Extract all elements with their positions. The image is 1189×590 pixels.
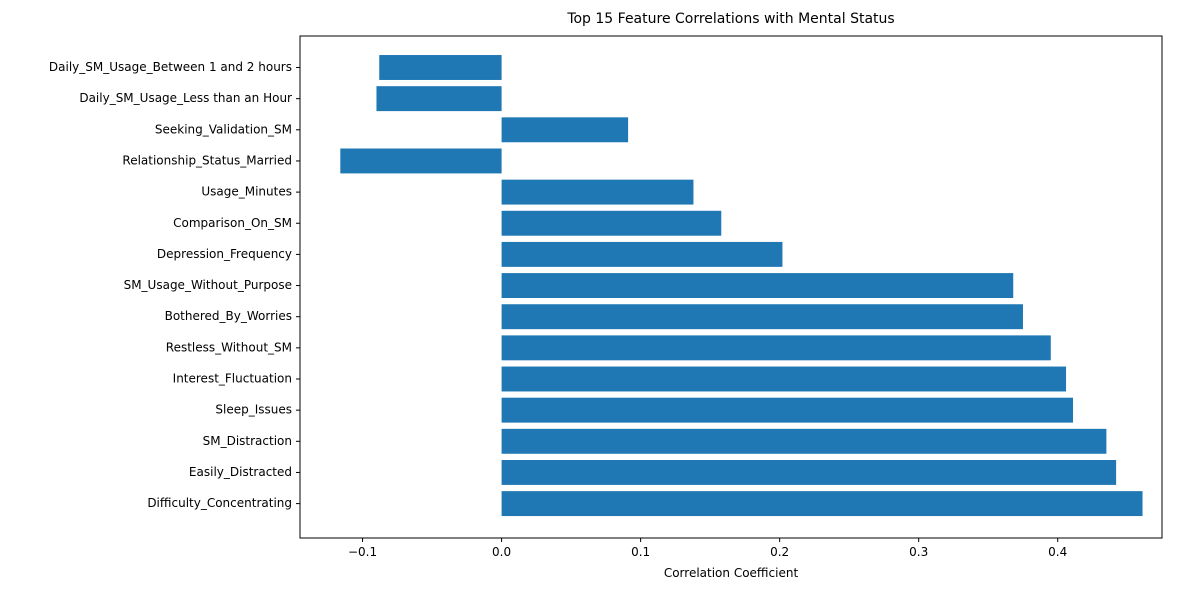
y-tick-label: Difficulty_Concentrating	[147, 496, 292, 510]
bar	[501, 335, 1051, 361]
y-tick-label: Daily_SM_Usage_Between 1 and 2 hours	[49, 60, 292, 74]
plot-frame	[299, 35, 1163, 539]
x-tick-label: 0.3	[909, 545, 928, 559]
bar	[501, 459, 1117, 485]
y-axis: Daily_SM_Usage_Between 1 and 2 hours Dail…	[49, 60, 300, 510]
bar	[376, 86, 502, 112]
y-tick-label: Restless_Without_SM	[166, 340, 292, 354]
y-tick-label: Sleep_Issues	[215, 403, 292, 417]
y-tick-label: Interest_Fluctuation	[173, 372, 292, 386]
bar	[379, 55, 502, 80]
bar	[501, 241, 783, 267]
bar	[501, 117, 629, 143]
bars-group	[340, 55, 1143, 517]
bar	[501, 428, 1107, 454]
y-tick-label: SM_Distraction	[203, 434, 292, 448]
y-tick-label: Depression_Frequency	[157, 247, 292, 261]
bar	[501, 304, 1023, 330]
bar	[340, 148, 502, 174]
y-tick-label: Comparison_On_SM	[173, 216, 292, 230]
x-tick-label: 0.0	[492, 545, 511, 559]
bar	[501, 491, 1143, 517]
x-axis: −0.1 0.0 0.1 0.2 0.3 0.4	[348, 538, 1067, 559]
y-tick-label: Daily_SM_Usage_Less than an Hour	[79, 91, 292, 105]
y-tick-label: Seeking_Validation_SM	[155, 122, 292, 136]
x-tick-label: 0.4	[1048, 545, 1067, 559]
y-tick-label: Bothered_By_Worries	[165, 309, 292, 323]
chart-title: Top 15 Feature Correlations with Mental …	[566, 11, 894, 27]
x-tick-label: −0.1	[348, 545, 377, 559]
bar	[501, 210, 722, 236]
y-tick-label: Usage_Minutes	[201, 185, 292, 199]
bar	[501, 273, 1014, 299]
y-tick-label: SM_Usage_Without_Purpose	[124, 278, 292, 292]
y-tick-label: Relationship_Status_Married	[122, 153, 292, 167]
x-axis-title: Correlation Coefficient	[664, 566, 799, 580]
y-tick-label: Easily_Distracted	[189, 465, 292, 479]
bar	[501, 397, 1074, 423]
x-tick-label: 0.2	[770, 545, 789, 559]
bar	[501, 179, 694, 205]
x-tick-label: 0.1	[631, 545, 650, 559]
bar	[501, 366, 1067, 392]
